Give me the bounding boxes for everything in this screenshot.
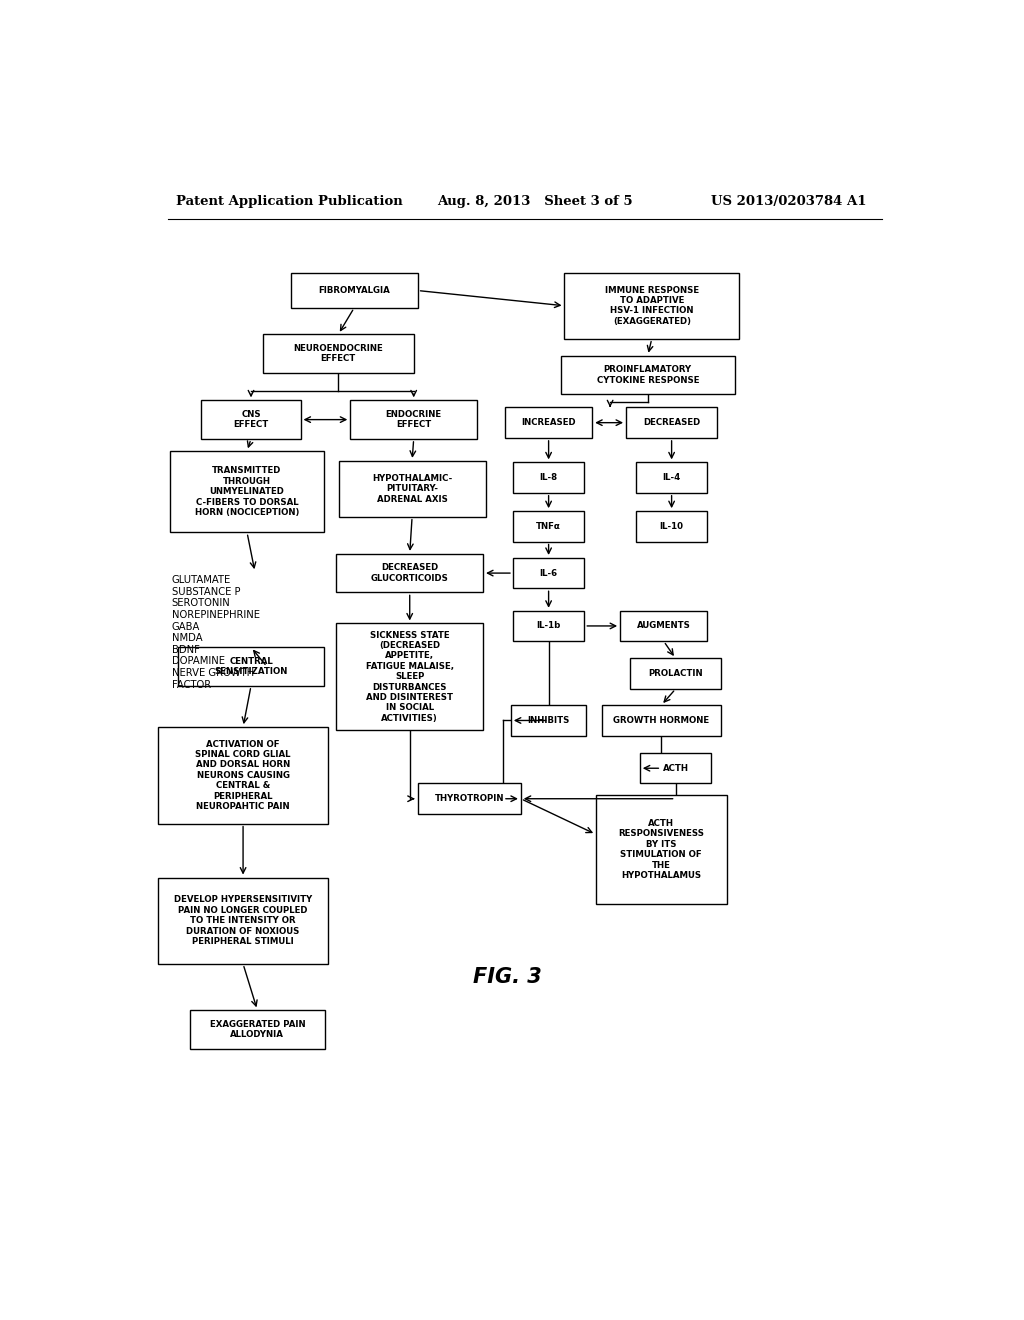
Text: NEUROENDOCRINE
EFFECT: NEUROENDOCRINE EFFECT xyxy=(294,343,383,363)
FancyBboxPatch shape xyxy=(170,451,325,532)
FancyBboxPatch shape xyxy=(505,408,592,438)
FancyBboxPatch shape xyxy=(626,408,717,438)
FancyBboxPatch shape xyxy=(513,462,585,492)
FancyBboxPatch shape xyxy=(564,273,739,339)
Text: US 2013/0203784 A1: US 2013/0203784 A1 xyxy=(712,194,866,207)
FancyBboxPatch shape xyxy=(339,461,485,516)
FancyBboxPatch shape xyxy=(336,623,483,730)
Text: ACTH
RESPONSIVENESS
BY ITS
STIMULATION OF
THE
HYPOTHALAMUS: ACTH RESPONSIVENESS BY ITS STIMULATION O… xyxy=(618,818,705,880)
FancyBboxPatch shape xyxy=(513,511,585,541)
Text: HYPOTHALAMIC-
PITUITARY-
ADRENAL AXIS: HYPOTHALAMIC- PITUITARY- ADRENAL AXIS xyxy=(372,474,453,504)
Text: ACTIVATION OF
SPINAL CORD GLIAL
AND DORSAL HORN
NEURONS CAUSING
CENTRAL &
PERIPH: ACTIVATION OF SPINAL CORD GLIAL AND DORS… xyxy=(196,739,291,810)
FancyBboxPatch shape xyxy=(202,400,301,440)
FancyBboxPatch shape xyxy=(189,1010,325,1049)
Text: IL-8: IL-8 xyxy=(540,473,558,482)
Text: GLUTAMATE
SUBSTANCE P
SEROTONIN
NOREPINEPHRINE
GABA
NMDA
BDNF
DOPAMINE
NERVE GRO: GLUTAMATE SUBSTANCE P SEROTONIN NOREPINE… xyxy=(172,576,260,689)
Text: ACTH: ACTH xyxy=(663,764,688,772)
Text: TRANSMITTED
THROUGH
UNMYELINATED
C-FIBERS TO DORSAL
HORN (NOCICEPTION): TRANSMITTED THROUGH UNMYELINATED C-FIBER… xyxy=(195,466,299,517)
Text: EXAGGERATED PAIN
ALLODYNIA: EXAGGERATED PAIN ALLODYNIA xyxy=(210,1020,305,1039)
Text: Patent Application Publication: Patent Application Publication xyxy=(176,194,402,207)
Text: INCREASED: INCREASED xyxy=(521,418,575,428)
Text: Aug. 8, 2013   Sheet 3 of 5: Aug. 8, 2013 Sheet 3 of 5 xyxy=(437,194,633,207)
Text: PROLACTIN: PROLACTIN xyxy=(648,669,702,678)
Text: PROINFLAMATORY
CYTOKINE RESPONSE: PROINFLAMATORY CYTOKINE RESPONSE xyxy=(597,366,699,384)
FancyBboxPatch shape xyxy=(596,795,727,904)
FancyBboxPatch shape xyxy=(630,659,721,689)
Text: IL-10: IL-10 xyxy=(659,521,684,531)
Text: IMMUNE RESPONSE
TO ADAPTIVE
HSV-1 INFECTION
(EXAGGERATED): IMMUNE RESPONSE TO ADAPTIVE HSV-1 INFECT… xyxy=(605,285,698,326)
FancyBboxPatch shape xyxy=(513,611,585,642)
FancyBboxPatch shape xyxy=(158,878,329,964)
Text: DECREASED: DECREASED xyxy=(643,418,700,428)
Text: IL-6: IL-6 xyxy=(540,569,558,578)
Text: ENDOCRINE
EFFECT: ENDOCRINE EFFECT xyxy=(386,411,441,429)
FancyBboxPatch shape xyxy=(418,784,521,814)
Text: THYROTROPIN: THYROTROPIN xyxy=(434,795,504,804)
FancyBboxPatch shape xyxy=(636,462,708,492)
FancyBboxPatch shape xyxy=(513,558,585,589)
FancyBboxPatch shape xyxy=(291,273,418,308)
Text: TNFα: TNFα xyxy=(537,521,561,531)
Text: IL-4: IL-4 xyxy=(663,473,681,482)
Text: DECREASED
GLUCORTICOIDS: DECREASED GLUCORTICOIDS xyxy=(371,564,449,583)
Text: INHIBITS: INHIBITS xyxy=(527,715,569,725)
FancyBboxPatch shape xyxy=(350,400,477,440)
Text: DEVELOP HYPERSENSITIVITY
PAIN NO LONGER COUPLED
TO THE INTENSITY OR
DURATION OF : DEVELOP HYPERSENSITIVITY PAIN NO LONGER … xyxy=(174,895,312,946)
Text: FIBROMYALGIA: FIBROMYALGIA xyxy=(318,286,390,296)
Text: AUGMENTS: AUGMENTS xyxy=(637,622,690,631)
FancyBboxPatch shape xyxy=(640,752,712,784)
Text: SICKNESS STATE
(DECREASED
APPETITE,
FATIGUE MALAISE,
SLEEP
DISTURBANCES
AND DISI: SICKNESS STATE (DECREASED APPETITE, FATI… xyxy=(366,631,454,723)
FancyBboxPatch shape xyxy=(177,647,325,686)
Text: FIG. 3: FIG. 3 xyxy=(473,966,542,986)
FancyBboxPatch shape xyxy=(158,727,329,824)
Text: IL-1b: IL-1b xyxy=(537,622,561,631)
Text: CENTRAL
SENSITIZATION: CENTRAL SENSITIZATION xyxy=(214,657,288,676)
FancyBboxPatch shape xyxy=(336,554,483,593)
Text: CNS
EFFECT: CNS EFFECT xyxy=(233,411,268,429)
FancyBboxPatch shape xyxy=(620,611,708,642)
FancyBboxPatch shape xyxy=(636,511,708,541)
FancyBboxPatch shape xyxy=(602,705,721,735)
FancyBboxPatch shape xyxy=(511,705,587,735)
FancyBboxPatch shape xyxy=(263,334,414,372)
Text: GROWTH HORMONE: GROWTH HORMONE xyxy=(613,715,710,725)
FancyBboxPatch shape xyxy=(560,355,735,395)
